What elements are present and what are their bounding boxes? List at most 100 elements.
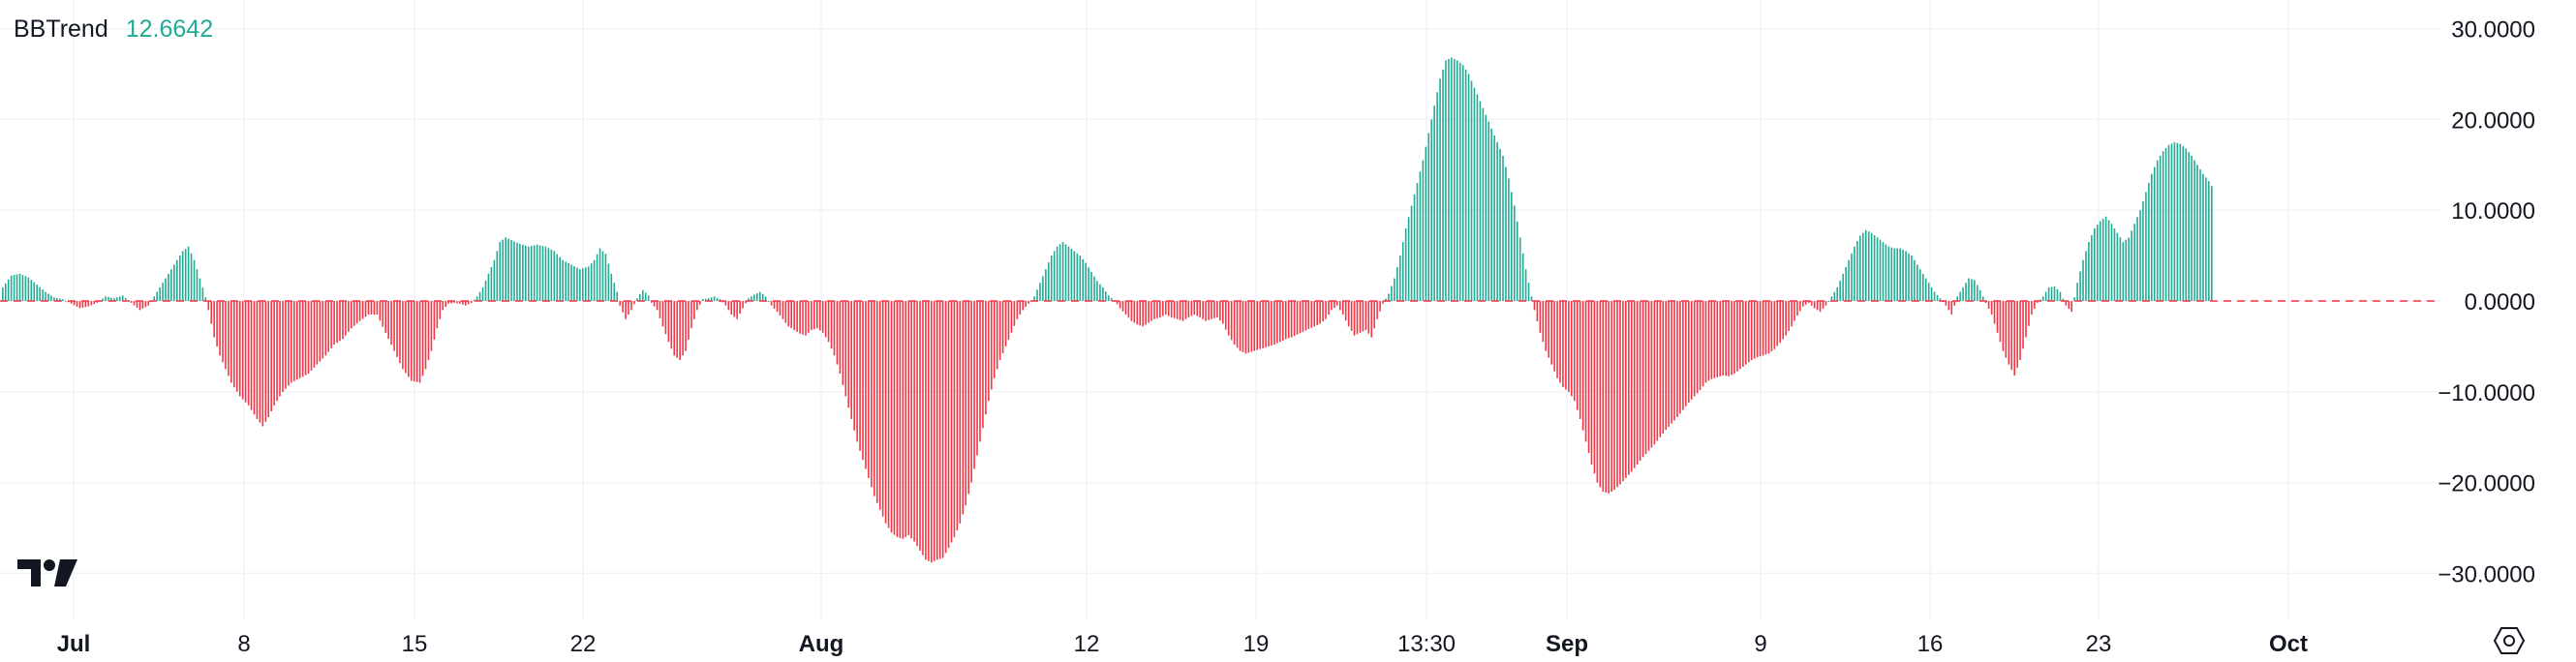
- histogram-bar: [938, 301, 941, 559]
- histogram-bar: [1379, 301, 1381, 312]
- histogram-bar: [210, 301, 213, 324]
- histogram-bar: [50, 295, 52, 301]
- histogram-bar: [450, 301, 452, 304]
- histogram-bar: [2208, 181, 2210, 301]
- histogram-bar: [1854, 246, 1855, 301]
- histogram-bar: [2113, 227, 2116, 301]
- histogram-bar: [2019, 301, 2021, 360]
- x-axis: Jul 8 15 22 Aug 12 19 13:30 Sep 9 16 23 Oct: [57, 631, 2308, 657]
- y-axis-tick-label: 20.0000: [2451, 107, 2535, 134]
- histogram-bar: [439, 301, 442, 319]
- histogram-bar: [2096, 225, 2099, 301]
- histogram-bar: [1688, 301, 1690, 404]
- histogram-bar: [742, 301, 744, 309]
- histogram-bar: [1945, 301, 1947, 306]
- histogram-bar: [1142, 301, 1144, 327]
- histogram-bar: [1376, 301, 1378, 319]
- histogram-bar: [1190, 301, 1193, 316]
- x-axis-tick-label: 15: [402, 631, 428, 657]
- histogram-bar: [1978, 289, 1981, 301]
- histogram-bar: [30, 280, 33, 301]
- histogram-bar: [1290, 301, 1293, 338]
- settings-icon[interactable]: [2493, 624, 2526, 657]
- histogram-bar: [295, 301, 298, 380]
- histogram-bar: [799, 301, 801, 334]
- histogram-bar: [1619, 301, 1621, 485]
- histogram-bar: [1061, 242, 1064, 301]
- histogram-bar: [1454, 59, 1456, 301]
- histogram-bar: [773, 301, 776, 309]
- histogram-bar: [133, 301, 136, 306]
- histogram-bar: [156, 291, 158, 301]
- histogram-bar: [1179, 301, 1181, 320]
- histogram-bar: [204, 297, 207, 301]
- histogram-bar: [1545, 301, 1548, 351]
- histogram-bar: [1350, 301, 1353, 331]
- tradingview-logo-icon[interactable]: [17, 557, 79, 590]
- histogram-bar: [1222, 301, 1224, 324]
- y-axis-tick-label: 30.0000: [2451, 17, 2535, 44]
- histogram-bar: [1524, 269, 1527, 301]
- histogram-bar: [619, 301, 621, 306]
- histogram-bar: [42, 289, 44, 301]
- histogram-bar: [1425, 146, 1427, 301]
- histogram-bar: [1407, 217, 1410, 301]
- histogram-bar: [859, 301, 861, 451]
- histogram-bar: [1653, 301, 1656, 445]
- histogram-bar: [53, 297, 55, 301]
- histogram-bar: [2193, 160, 2195, 301]
- histogram-bar: [1244, 301, 1247, 354]
- histogram-bar: [1819, 301, 1822, 313]
- histogram-bar: [844, 301, 847, 397]
- histogram-bar: [1382, 301, 1384, 304]
- histogram-bar: [1293, 301, 1296, 337]
- histogram-bar: [1001, 301, 1004, 353]
- histogram-bar: [1685, 301, 1687, 406]
- histogram-bar: [1184, 301, 1187, 319]
- histogram-bar: [330, 301, 332, 348]
- histogram-bar: [1581, 301, 1584, 431]
- histogram-bar: [96, 301, 98, 303]
- histogram-bar: [559, 256, 562, 301]
- histogram-bar: [676, 301, 678, 358]
- histogram-bar: [664, 301, 667, 335]
- histogram-bar: [2196, 165, 2198, 301]
- histogram-bar: [1573, 301, 1576, 402]
- histogram-bar: [1559, 301, 1561, 383]
- histogram-bar: [758, 291, 761, 301]
- histogram-bar: [1699, 301, 1702, 390]
- histogram-bar: [610, 273, 613, 301]
- histogram-bar: [842, 301, 844, 385]
- histogram-bar: [1899, 248, 1901, 301]
- histogram-bar: [1013, 301, 1016, 326]
- histogram-bar: [1917, 264, 1918, 301]
- histogram-bar: [107, 296, 109, 301]
- histogram-bar: [1073, 251, 1076, 301]
- histogram-bar: [782, 301, 784, 319]
- histogram-bar: [1396, 266, 1398, 301]
- histogram-bar: [633, 301, 635, 305]
- histogram-bar: [1773, 301, 1776, 349]
- histogram-bar: [1516, 221, 1518, 301]
- histogram-bar: [2101, 219, 2104, 301]
- histogram-bar: [259, 301, 261, 423]
- histogram-bar: [1602, 301, 1605, 492]
- histogram-bar: [1628, 301, 1630, 475]
- histogram-bar: [39, 286, 41, 301]
- histogram-bar: [690, 301, 692, 329]
- histogram-bar: [1539, 301, 1542, 333]
- histogram-bar: [342, 301, 344, 340]
- histogram-bar: [913, 301, 915, 542]
- indicator-name: BBTrend: [14, 15, 108, 43]
- histogram-bar: [124, 297, 127, 301]
- histogram-bar: [865, 301, 867, 469]
- histogram-bar: [902, 301, 905, 539]
- histogram-bar: [138, 301, 141, 311]
- histogram-bar: [244, 301, 247, 403]
- histogram-bar: [2041, 296, 2044, 301]
- histogram-bar: [1253, 301, 1256, 351]
- histogram-bar: [884, 301, 887, 524]
- histogram-bar: [1416, 183, 1419, 301]
- histogram-bar: [1742, 301, 1744, 367]
- histogram-bar: [1704, 301, 1707, 383]
